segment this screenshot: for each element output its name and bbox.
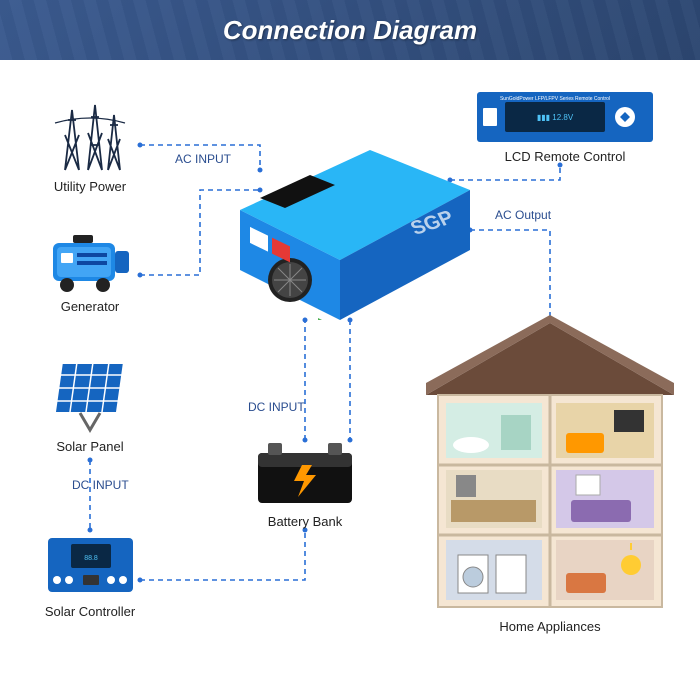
node-utility: Utility Power [40,95,140,194]
label-ac-output: AC Output [495,208,551,222]
wire-inverter-house [470,230,550,320]
label-ac-input: AC INPUT [175,152,231,166]
generator-icon [45,225,135,295]
node-solar-controller: 88.8 Solar Controller [40,530,140,619]
solar-panel-icon [45,355,135,435]
node-house: Home Appliances [415,315,685,634]
label-dc-input-batt: DC INPUT [248,400,305,414]
svg-text:88.8: 88.8 [84,555,98,562]
inverter-icon: SGP [230,140,480,320]
house-label: Home Appliances [499,619,600,634]
node-solar-panel: Solar Panel [40,355,140,454]
generator-label: Generator [61,299,120,314]
solar-controller-label: Solar Controller [45,604,135,619]
banner: Connection Diagram [0,0,700,60]
svg-text:SunGoldPower LFP/LFPV Series R: SunGoldPower LFP/LFPV Series Remote Cont… [500,96,610,102]
node-generator: Generator [40,225,140,314]
svg-text:▮▮▮ 12.8V: ▮▮▮ 12.8V [537,113,574,122]
node-inverter: SGP [230,140,480,320]
house-icon [416,315,684,615]
solar-panel-label: Solar Panel [56,439,123,454]
label-dc-input-solar: DC INPUT [72,478,129,492]
utility-icon [50,95,130,175]
utility-label: Utility Power [54,179,126,194]
battery-label: Battery Bank [268,514,342,529]
solar-controller-icon: 88.8 [43,530,138,600]
battery-icon [250,435,360,510]
node-battery: Battery Bank [245,435,365,529]
wire-controller-battery [140,530,305,580]
node-lcd: SunGoldPower LFP/LFPV Series Remote Cont… [470,90,660,164]
page-title: Connection Diagram [223,15,477,46]
lcd-icon: SunGoldPower LFP/LFPV Series Remote Cont… [475,90,655,145]
lcd-label: LCD Remote Control [505,149,626,164]
diagram-stage: Utility Power Generator [0,60,700,700]
